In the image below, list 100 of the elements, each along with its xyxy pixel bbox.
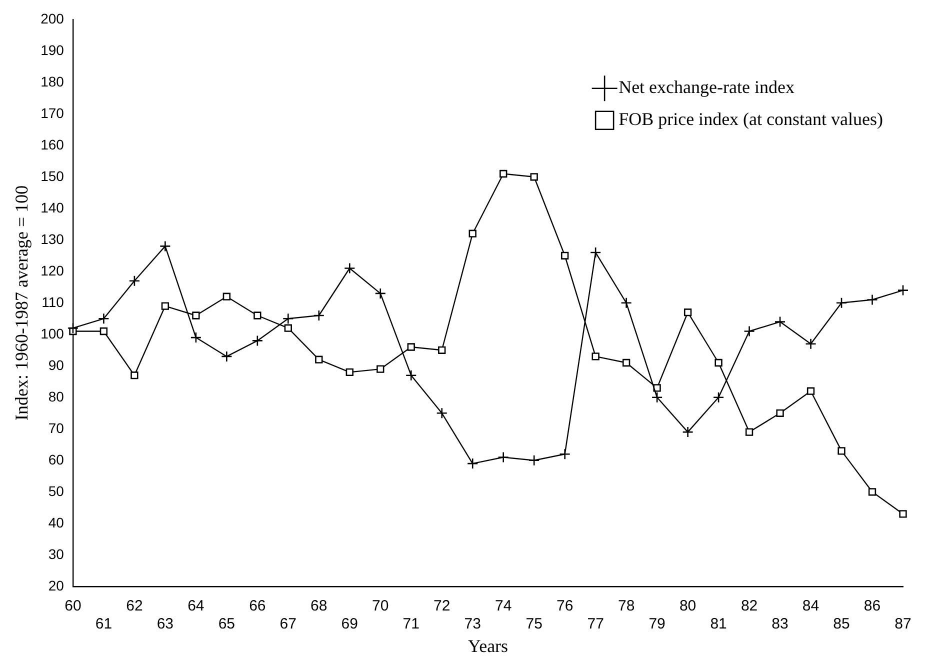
point (315, 356, 323, 364)
x-tick-label: 61 (95, 616, 112, 633)
point (622, 358, 630, 367)
point (468, 230, 476, 238)
y-tick-label: 150 (40, 168, 64, 184)
point (530, 173, 538, 181)
x-tick-label: 66 (249, 598, 266, 615)
point (98, 313, 110, 324)
point (714, 358, 722, 367)
point (254, 312, 262, 320)
y-tick-label: 140 (40, 199, 64, 216)
point (436, 408, 448, 419)
point (744, 326, 755, 337)
legend-label: Net exchange-rate index (618, 77, 794, 98)
point (561, 252, 569, 260)
y-tick-label: 100 (40, 325, 64, 342)
x-tick-label: 68 (310, 598, 328, 615)
x-tick-label: 83 (772, 616, 788, 633)
point (192, 312, 200, 320)
y-tick-label: 30 (48, 546, 64, 562)
point (684, 308, 692, 316)
point (899, 510, 907, 518)
y-tick-label: 130 (40, 230, 64, 247)
x-tick-label: 65 (218, 616, 236, 633)
x-tick-label: 74 (495, 598, 512, 615)
point (866, 294, 878, 306)
x-tick-label: 71 (402, 616, 420, 633)
x-tick-label: 72 (434, 598, 450, 615)
y-tick-label: 180 (40, 73, 64, 90)
point (500, 170, 508, 178)
point (836, 297, 848, 309)
point (868, 488, 876, 496)
point (620, 297, 632, 309)
x-tick-label: 75 (526, 616, 542, 633)
point (284, 324, 292, 332)
x-tick-label: 67 (280, 616, 296, 633)
point (712, 392, 724, 404)
point (806, 387, 815, 395)
x-tick-label: 82 (740, 598, 758, 615)
x-tick-label: 62 (126, 598, 143, 615)
point (313, 310, 325, 322)
x-axis-title: Years (468, 636, 508, 656)
y-tick-label: 120 (40, 262, 64, 278)
x-tick-label: 69 (341, 616, 358, 633)
y-tick-label: 60 (48, 451, 64, 468)
x-tick-label: 73 (464, 616, 481, 633)
point (161, 302, 170, 310)
y-tick-label: 70 (48, 420, 64, 436)
x-tick-label: 64 (188, 598, 204, 615)
x-tick-label: 86 (864, 598, 881, 615)
x-tick-label: 60 (64, 598, 82, 615)
point (805, 338, 816, 350)
y-tick-label: 170 (40, 104, 64, 121)
point (466, 458, 478, 470)
x-tick-label: 76 (556, 598, 574, 615)
point (438, 346, 446, 354)
point (374, 288, 386, 300)
point (252, 335, 264, 346)
x-tick-label: 63 (156, 616, 174, 633)
x-tick-label: 70 (372, 598, 389, 615)
point (838, 447, 846, 455)
x-tick-label: 80 (679, 598, 696, 615)
y-tick-label: 190 (40, 42, 64, 58)
point (128, 275, 140, 286)
x-tick-label: 81 (710, 616, 727, 633)
x-tick-label: 87 (894, 616, 912, 633)
y-tick-label: 90 (48, 356, 64, 373)
y-tick-label: 50 (48, 482, 64, 499)
point (498, 452, 509, 463)
point (897, 284, 909, 296)
point (222, 292, 230, 300)
point (221, 350, 232, 362)
point (346, 368, 354, 376)
point (745, 428, 754, 436)
point (407, 343, 415, 351)
y-axis-title: Index: 1960-1987 average = 100 (12, 185, 32, 420)
point (774, 316, 786, 328)
x-tick-label: 77 (587, 616, 604, 633)
x-tick-label: 85 (833, 616, 850, 633)
y-tick-label: 160 (40, 136, 64, 152)
point (100, 327, 108, 336)
y-tick-label: 20 (48, 577, 64, 594)
point (651, 392, 663, 404)
point (190, 332, 202, 344)
point (405, 370, 417, 381)
point (590, 246, 602, 258)
point (130, 372, 138, 380)
point (592, 352, 600, 360)
legend-label: FOB price index (at constant values) (618, 109, 884, 130)
y-tick-label: 200 (40, 10, 64, 26)
point (653, 384, 661, 392)
point (376, 365, 384, 373)
y-tick-label: 40 (48, 514, 64, 530)
point (282, 313, 294, 324)
y-tick-label: 110 (42, 294, 64, 310)
point (160, 240, 171, 252)
point (682, 426, 694, 438)
point (528, 454, 540, 466)
x-tick-label: 79 (648, 616, 666, 633)
y-tick-label: 80 (48, 388, 64, 404)
